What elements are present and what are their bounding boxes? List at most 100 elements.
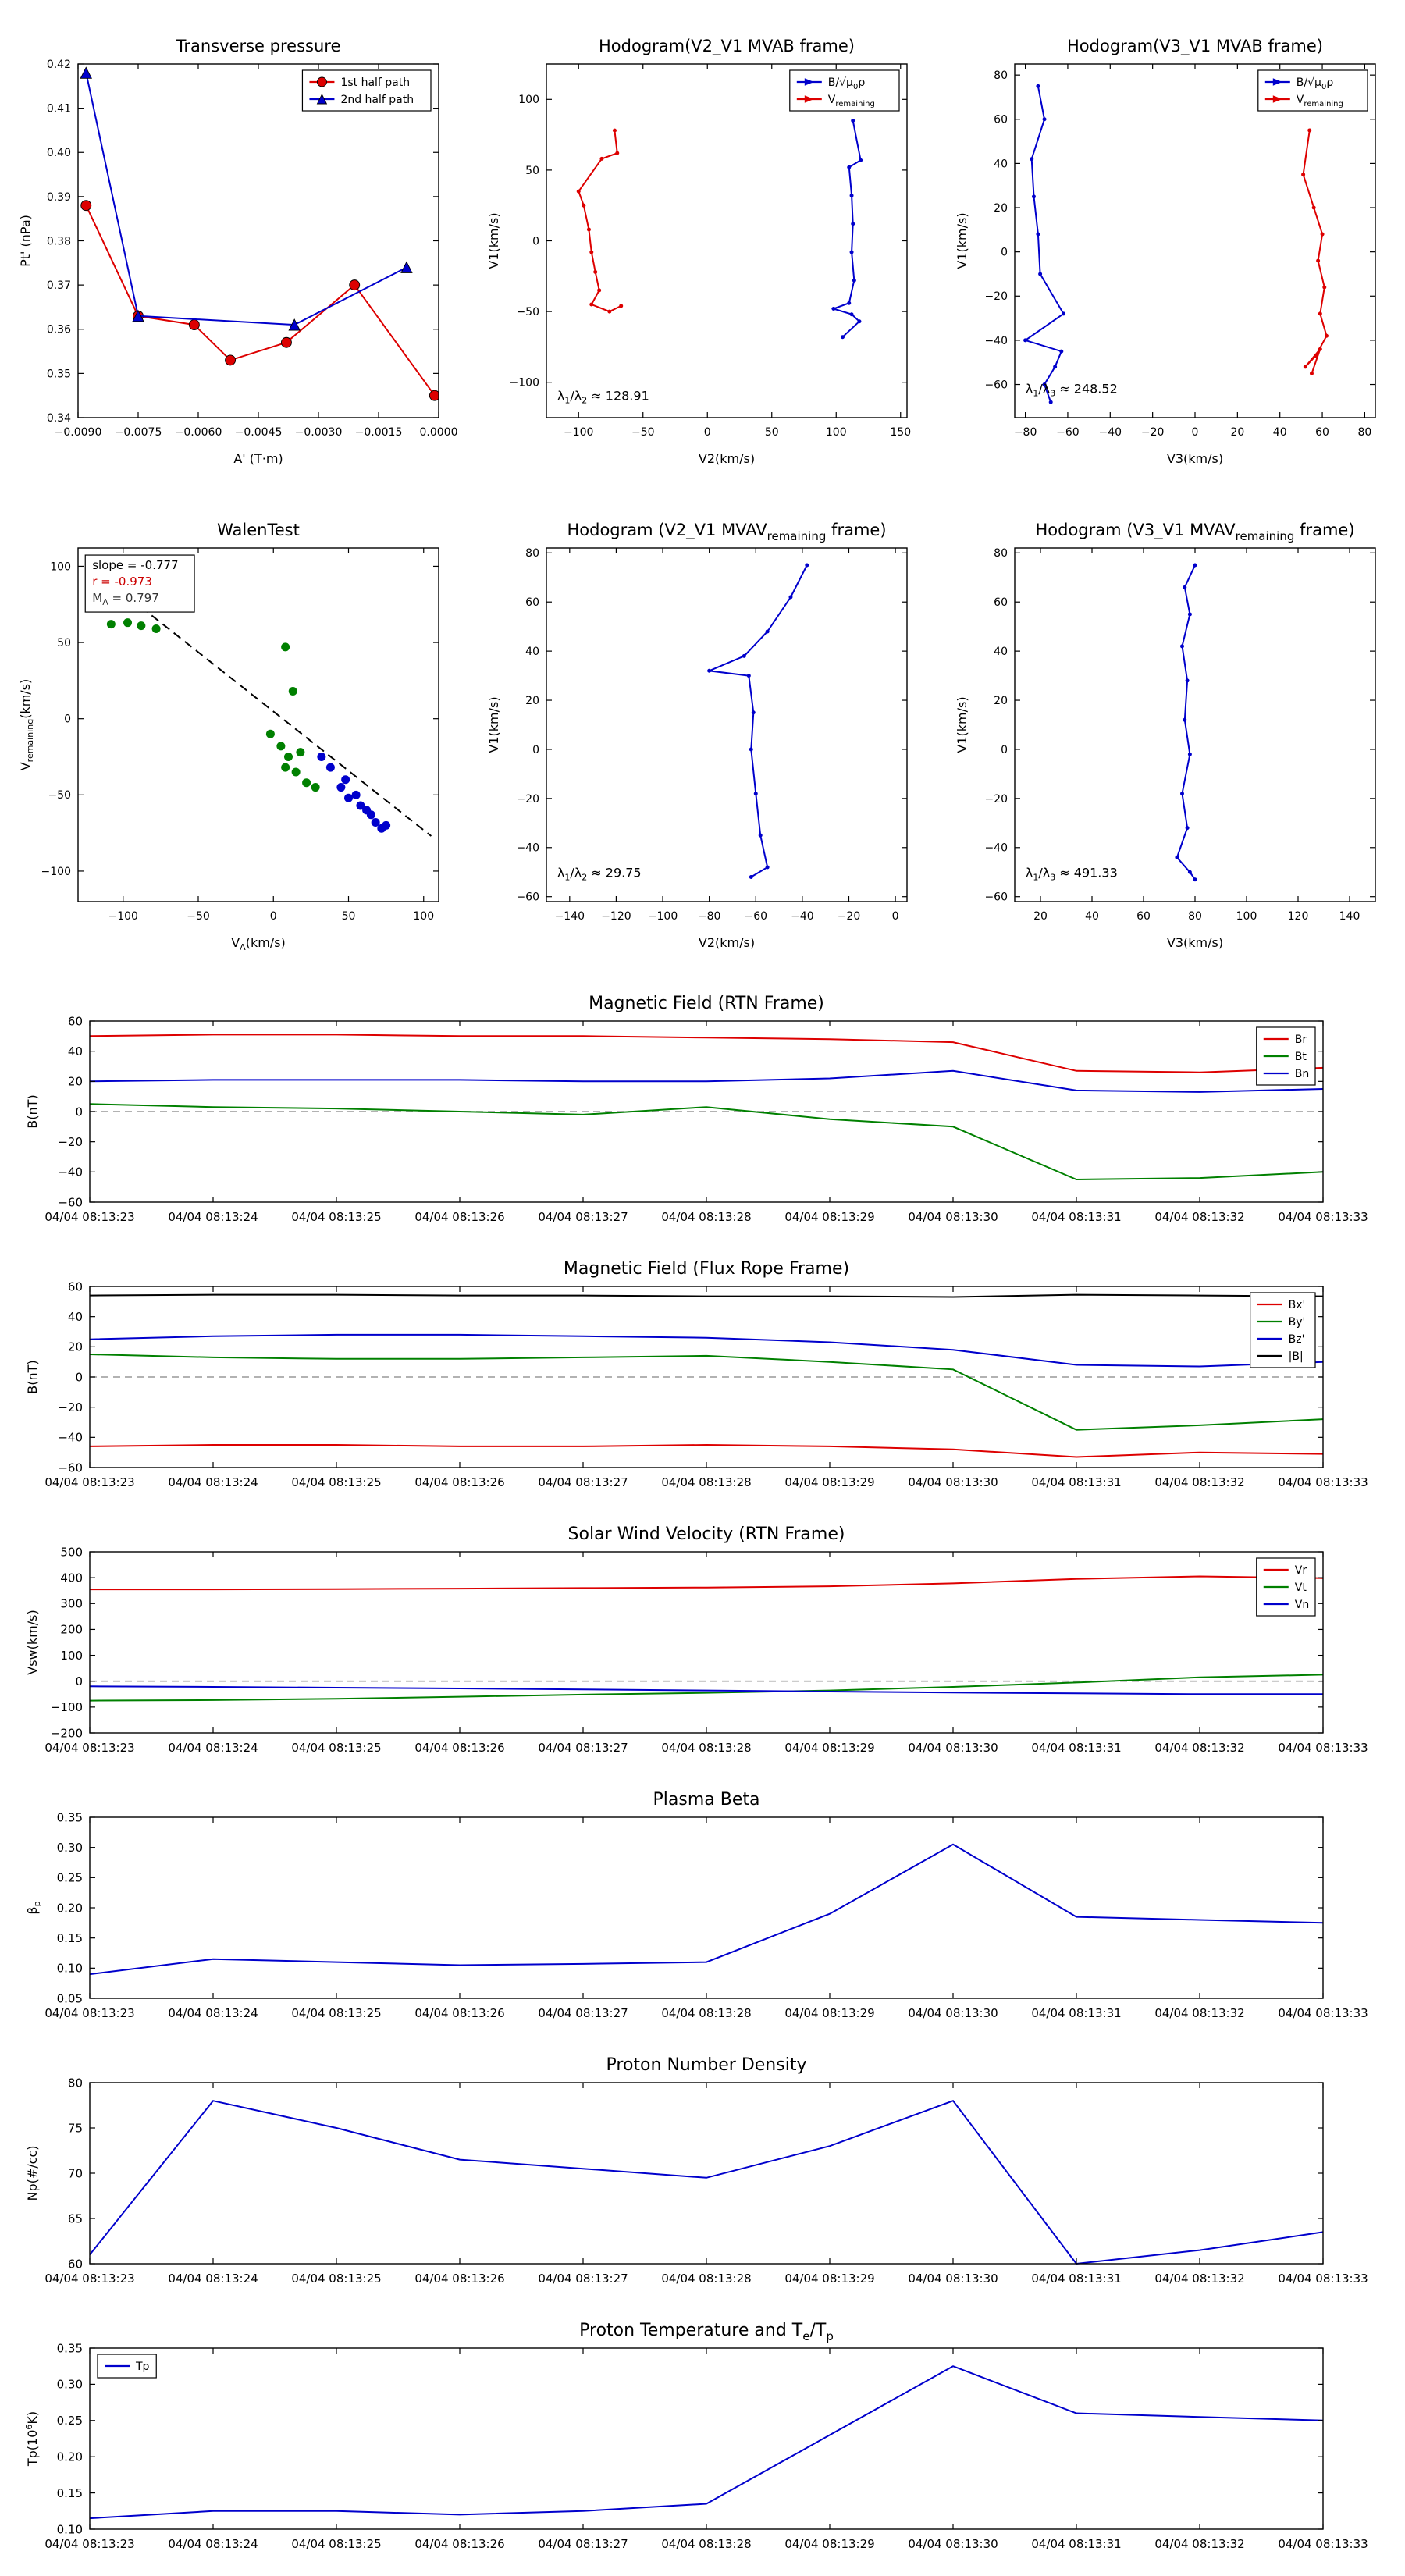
svg-text:λ1/λ3 ≈ 248.52: λ1/λ3 ≈ 248.52 [1026,381,1118,398]
svg-text:04/04 08:13:23: 04/04 08:13:23 [44,2537,134,2551]
svg-text:04/04 08:13:26: 04/04 08:13:26 [414,1475,504,1489]
svg-text:−50: −50 [631,426,655,439]
svg-text:By': By' [1289,1316,1306,1329]
svg-text:70: 70 [68,2166,83,2180]
svg-text:−40: −40 [58,1431,83,1445]
chart-svg-transverse-pressure: −0.0090 −0.0075 −0.0060 −0.0045 −0.0030 −0.00… [0,16,468,500]
svg-text:Magnetic Field (Flux Rope Fram: Magnetic Field (Flux Rope Frame) [564,1259,849,1279]
svg-text:0.0000: 0.0000 [420,426,458,439]
svg-text:04/04 08:13:23: 04/04 08:13:23 [44,2272,134,2286]
svg-text:λ1/λ3 ≈ 491.33: λ1/λ3 ≈ 491.33 [1026,865,1118,882]
svg-text:0.25: 0.25 [57,2414,83,2428]
chart-svg-mag-fr: 04/04 08:13:23 04/04 08:13:24 04/04 08:13:… [0,1249,1405,1514]
svg-text:V1(km/s): V1(km/s) [486,212,501,269]
svg-text:20: 20 [1033,910,1048,923]
svg-text:60: 60 [994,114,1008,126]
svg-text:80: 80 [1357,426,1371,439]
svg-text:04/04 08:13:31: 04/04 08:13:31 [1031,1210,1121,1224]
svg-text:80: 80 [525,547,539,560]
svg-text:r = -0.973: r = -0.973 [92,575,152,589]
svg-text:04/04 08:13:28: 04/04 08:13:28 [661,1741,751,1755]
svg-text:Br: Br [1295,1034,1307,1046]
svg-text:MA = 0.797: MA = 0.797 [92,591,159,607]
svg-text:04/04 08:13:33: 04/04 08:13:33 [1278,1210,1368,1224]
svg-text:20: 20 [994,695,1008,707]
svg-text:100: 100 [413,910,434,923]
svg-text:−60: −60 [744,910,767,923]
svg-text:−60: −60 [984,379,1008,391]
svg-text:0: 0 [1001,744,1008,756]
svg-text:−200: −200 [51,1726,83,1740]
svg-text:20: 20 [68,1075,83,1089]
svg-text:Bz': Bz' [1289,1333,1305,1346]
svg-text:200: 200 [60,1623,83,1637]
svg-text:50: 50 [342,910,356,923]
svg-text:−0.0075: −0.0075 [115,426,162,439]
svg-text:−80: −80 [1014,426,1037,439]
svg-text:−40: −40 [984,335,1008,347]
svg-text:0: 0 [532,235,539,247]
svg-text:0: 0 [1192,426,1199,439]
svg-text:60: 60 [994,596,1008,609]
svg-text:80: 80 [994,69,1008,82]
svg-text:100: 100 [60,1649,83,1663]
svg-text:Tp: Tp [135,2361,150,2373]
svg-text:0: 0 [532,744,539,756]
svg-text:04/04 08:13:25: 04/04 08:13:25 [291,1475,381,1489]
svg-text:04/04 08:13:28: 04/04 08:13:28 [661,1210,751,1224]
chart-svg-hodogram-v3v1-mvab: −80 −60 −40 −20 0 20 40 60 80 −60 −40 −20 0 20 40 60 80 H… [937,16,1405,500]
plot-hodogram-v3v1-mvab: −80 −60 −40 −20 0 20 40 60 80 −60 −40 −20 0 20 40 60 80 H… [937,16,1405,500]
svg-text:04/04 08:13:31: 04/04 08:13:31 [1031,2272,1121,2286]
svg-text:04/04 08:13:27: 04/04 08:13:27 [538,1210,628,1224]
svg-text:100: 100 [518,94,539,106]
svg-text:Hodogram(V2_V1 MVAB frame): Hodogram(V2_V1 MVAB frame) [599,37,855,56]
svg-text:04/04 08:13:30: 04/04 08:13:30 [908,1475,998,1489]
svg-text:400: 400 [60,1571,83,1585]
svg-text:A' (T·m): A' (T·m) [233,451,283,466]
svg-text:50: 50 [525,165,539,177]
svg-text:−60: −60 [58,1195,83,1209]
svg-text:−40: −40 [791,910,814,923]
svg-text:04/04 08:13:26: 04/04 08:13:26 [414,1741,504,1755]
svg-text:−20: −20 [838,910,861,923]
svg-text:Plasma Beta: Plasma Beta [653,1790,760,1809]
svg-text:04/04 08:13:29: 04/04 08:13:29 [784,1475,874,1489]
svg-text:04/04 08:13:32: 04/04 08:13:32 [1154,2006,1244,2020]
chart-svg-walen-test: −100 −50 0 50 100 −100 −50 0 50 100 WalenTest Vrema… [0,500,468,984]
svg-text:40: 40 [68,1044,83,1059]
svg-text:04/04 08:13:27: 04/04 08:13:27 [538,1741,628,1755]
svg-text:0: 0 [892,910,899,923]
chart-svg-vsw: 04/04 08:13:23 04/04 08:13:24 04/04 08:13:… [0,1514,1405,1780]
svg-text:04/04 08:13:25: 04/04 08:13:25 [291,1210,381,1224]
svg-text:04/04 08:13:28: 04/04 08:13:28 [661,2272,751,2286]
svg-text:60: 60 [68,2257,83,2271]
svg-text:Hodogram(V3_V1 MVAB frame): Hodogram(V3_V1 MVAB frame) [1067,37,1323,56]
svg-text:04/04 08:13:30: 04/04 08:13:30 [908,2537,998,2551]
svg-text:60: 60 [68,1279,83,1293]
svg-text:−50: −50 [187,910,210,923]
svg-text:−20: −20 [984,793,1008,806]
svg-text:04/04 08:13:30: 04/04 08:13:30 [908,1210,998,1224]
svg-text:04/04 08:13:25: 04/04 08:13:25 [291,2272,381,2286]
svg-text:04/04 08:13:26: 04/04 08:13:26 [414,2006,504,2020]
svg-text:04/04 08:13:25: 04/04 08:13:25 [291,2537,381,2551]
svg-text:V1(km/s): V1(km/s) [955,212,969,269]
svg-text:−60: −60 [1056,426,1080,439]
svg-text:−20: −20 [984,290,1008,303]
plot-walen-test: −100 −50 0 50 100 −100 −50 0 50 100 WalenTest Vrema… [0,500,468,984]
svg-text:0.35: 0.35 [57,1810,83,1824]
svg-text:20: 20 [1230,426,1244,439]
svg-text:04/04 08:13:29: 04/04 08:13:29 [784,2272,874,2286]
svg-text:−20: −20 [58,1400,83,1414]
svg-text:0.15: 0.15 [57,2486,83,2500]
svg-text:0.34: 0.34 [47,412,71,425]
plot-magnetic-field-flux-rope: 04/04 08:13:23 04/04 08:13:24 04/04 08:13:… [0,1249,1405,1514]
svg-text:V1(km/s): V1(km/s) [955,696,969,753]
svg-text:B(nT): B(nT) [25,1094,40,1128]
svg-text:Solar Wind Velocity (RTN Frame: Solar Wind Velocity (RTN Frame) [568,1525,845,1544]
svg-text:0.37: 0.37 [47,279,71,292]
svg-text:−0.0045: −0.0045 [235,426,283,439]
svg-text:04/04 08:13:30: 04/04 08:13:30 [908,2006,998,2020]
row-walen-mvav-plots: −100 −50 0 50 100 −100 −50 0 50 100 WalenTest Vrema… [0,500,1405,984]
svg-text:04/04 08:13:30: 04/04 08:13:30 [908,2272,998,2286]
